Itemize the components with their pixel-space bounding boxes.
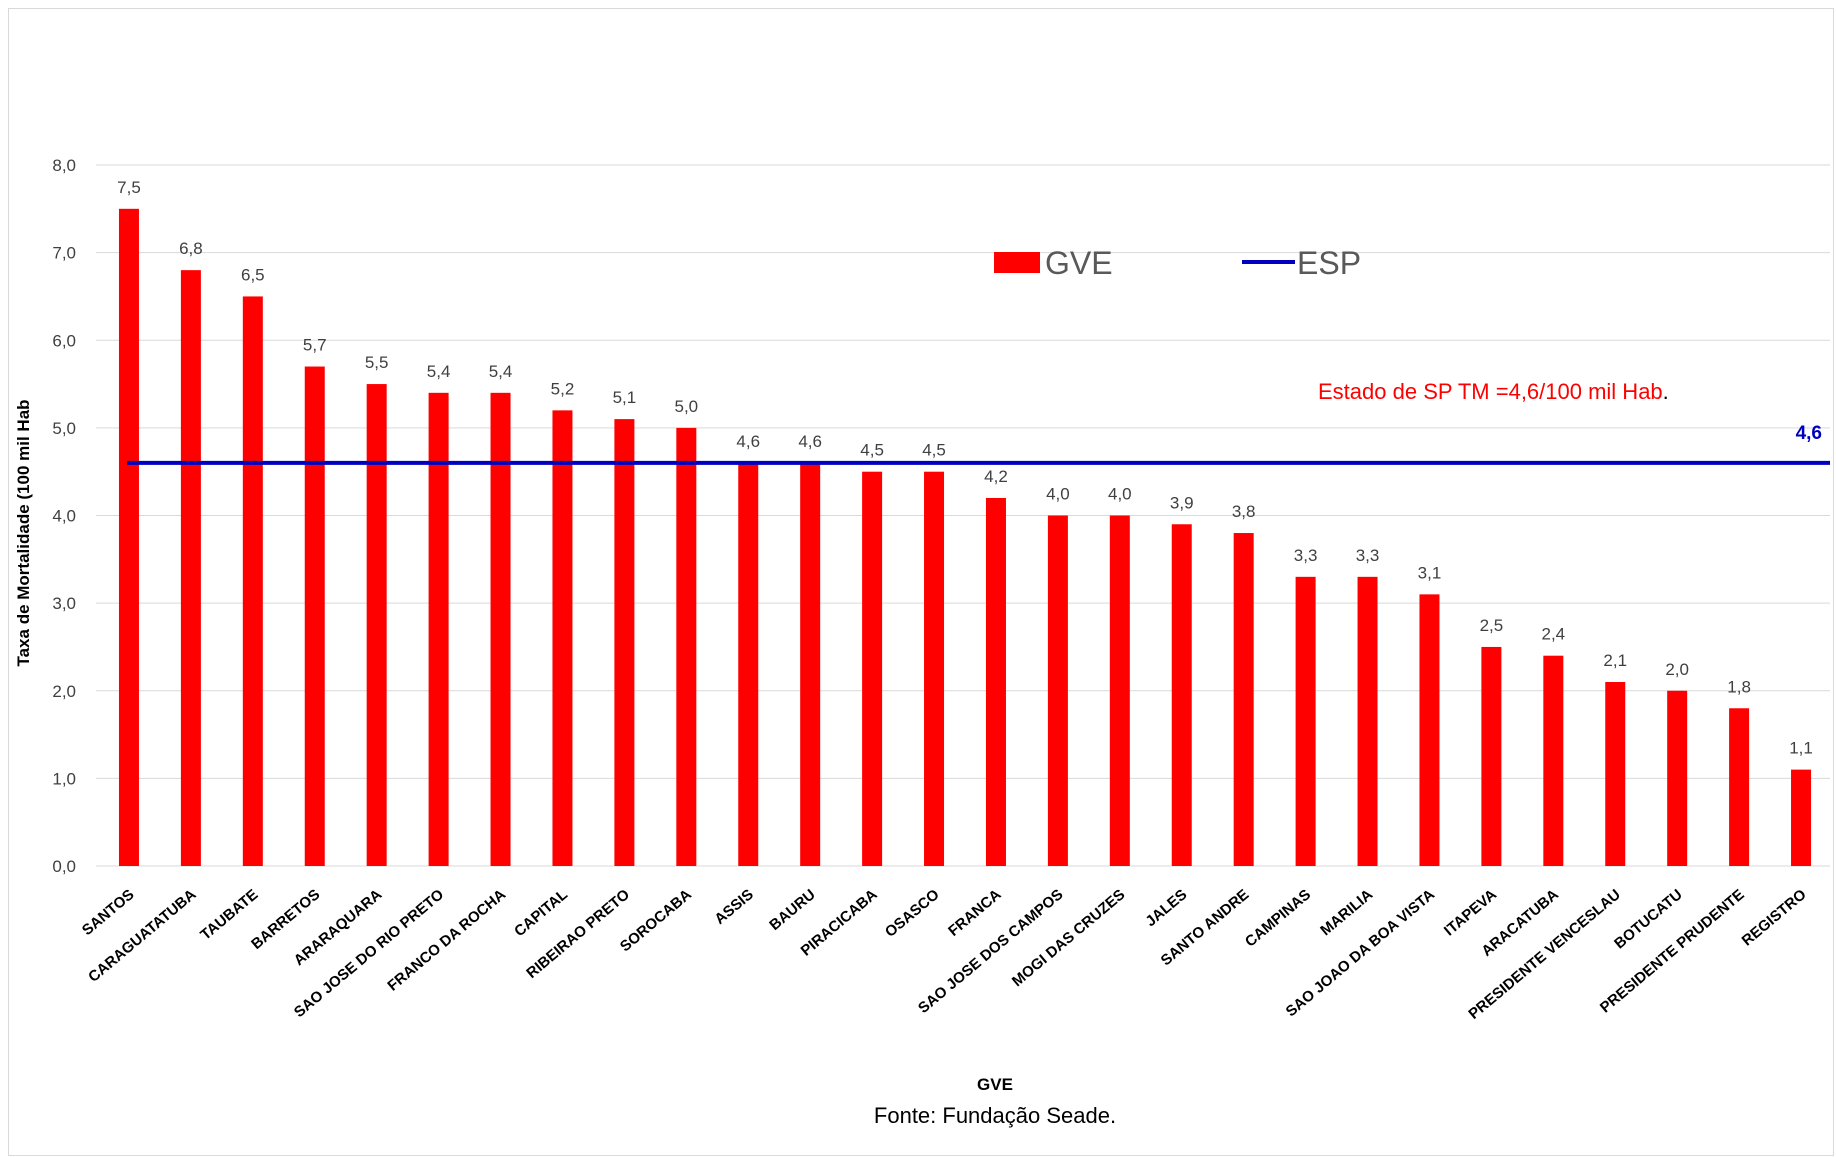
bar [1543, 655, 1564, 866]
state-annotation-text: Estado de SP TM =4,6/100 mil Hab [1318, 379, 1663, 404]
bar [1729, 708, 1750, 866]
y-tick-label: 8,0 [52, 156, 76, 175]
category-label: CAMPINAS [1242, 886, 1314, 950]
data-label: 5,4 [489, 362, 513, 381]
data-label: 1,8 [1727, 677, 1751, 696]
data-label: 2,4 [1542, 625, 1566, 644]
y-tick-label: 0,0 [52, 857, 76, 876]
bars [118, 208, 1812, 866]
bar [366, 384, 387, 866]
y-tick-label: 2,0 [52, 682, 76, 701]
data-label: 5,0 [675, 397, 699, 416]
category-label: OSASCO [882, 886, 943, 941]
category-label: BAURU [766, 886, 818, 934]
category-label: ASSIS [711, 886, 756, 928]
data-label: 1,1 [1789, 739, 1813, 758]
bar [1233, 533, 1254, 866]
data-label: 4,0 [1046, 485, 1070, 504]
category-label: REGISTRO [1739, 886, 1810, 950]
data-label: 5,4 [427, 362, 451, 381]
bar [490, 392, 511, 866]
x-axis-label: GVE [977, 1075, 1013, 1094]
category-label: ITAPEVA [1441, 886, 1500, 939]
legend: GVE ESP [994, 245, 1361, 281]
state-annotation-period: . [1663, 379, 1669, 404]
data-label: 5,7 [303, 336, 327, 355]
data-label: 5,5 [365, 353, 389, 372]
bar [1357, 576, 1378, 866]
data-label: 3,3 [1356, 546, 1380, 565]
state-annotation: Estado de SP TM =4,6/100 mil Hab. [1318, 379, 1669, 404]
category-label: RIBEIRAO PRETO [523, 886, 633, 982]
data-label: 4,5 [860, 441, 884, 460]
bar [676, 427, 697, 866]
data-label: 7,5 [117, 178, 141, 197]
y-tick-label: 1,0 [52, 769, 76, 788]
bar [1605, 681, 1626, 866]
data-label: 3,1 [1418, 563, 1442, 582]
category-label: TAUBATE [197, 886, 261, 944]
bar [242, 296, 263, 866]
y-axis-label: Taxa de Mortalidade (100 mil Hab [14, 399, 33, 666]
esp-value-label: 4,6 [1796, 423, 1822, 444]
data-label: 2,1 [1603, 651, 1627, 670]
data-label: 6,5 [241, 265, 265, 284]
bar [1791, 769, 1812, 866]
data-label: 2,5 [1480, 616, 1504, 635]
bar [924, 471, 945, 866]
bar [118, 208, 139, 866]
bar [862, 471, 883, 866]
data-label: 5,2 [551, 379, 575, 398]
data-label: 4,0 [1108, 485, 1132, 504]
category-label: FRANCO DA ROCHA [384, 886, 509, 995]
y-tick-label: 7,0 [52, 244, 76, 263]
bar [1171, 524, 1192, 866]
data-label: 6,8 [179, 239, 203, 258]
legend-label-esp: ESP [1297, 245, 1361, 281]
bar [1481, 646, 1502, 866]
bar [180, 270, 201, 866]
data-label: 3,3 [1294, 546, 1318, 565]
bar [428, 392, 449, 866]
data-label: 4,6 [736, 432, 760, 451]
bar [1109, 515, 1130, 866]
bar [1667, 690, 1688, 866]
legend-label-gve: GVE [1045, 245, 1113, 281]
data-label: 3,8 [1232, 502, 1256, 521]
reference-line-group: 4,6 [126, 423, 1830, 465]
category-label: SANTOS [79, 886, 138, 939]
data-label: 4,2 [984, 467, 1008, 486]
category-labels: SANTOSCARAGUATATUBATAUBATEBARRETOSARARAQ… [79, 886, 1810, 1023]
bar [304, 366, 325, 866]
gridlines [96, 164, 1830, 867]
category-label: FRANCA [945, 886, 1005, 940]
category-label: JALES [1142, 886, 1190, 930]
data-label: 5,1 [613, 388, 637, 407]
bar [1047, 515, 1068, 866]
data-label: 3,9 [1170, 493, 1194, 512]
category-label: CARAGUATATUBA [85, 886, 199, 986]
y-tick-label: 5,0 [52, 419, 76, 438]
y-tick-label: 3,0 [52, 594, 76, 613]
bar [985, 497, 1006, 866]
bar [614, 419, 635, 866]
y-tick-label: 6,0 [52, 331, 76, 350]
category-label: CAPITAL [511, 886, 571, 940]
data-label: 2,0 [1665, 660, 1689, 679]
y-tick-label: 4,0 [52, 507, 76, 526]
bar [1295, 576, 1316, 866]
data-labels: 7,5 6,8 6,5 5,7 5,5 5,4 5,4 5,2 5,1 5,0 4,6 4,6 4,5 4… [117, 178, 1813, 758]
y-axis-ticks: 0,0 1,0 2,0 3,0 4,0 5,0 6,0 7,0 8,0 [52, 156, 76, 876]
bar [738, 462, 759, 866]
data-label: 4,6 [798, 432, 822, 451]
legend-swatch-gve [994, 252, 1040, 273]
category-label: MARILIA [1317, 886, 1376, 939]
bar [800, 462, 821, 866]
bar [552, 410, 573, 866]
data-label: 4,5 [922, 441, 946, 460]
category-label: MOGI DAS CRUZES [1009, 886, 1128, 990]
source-note: Fonte: Fundação Seade. [874, 1103, 1116, 1128]
bar [1419, 594, 1440, 866]
